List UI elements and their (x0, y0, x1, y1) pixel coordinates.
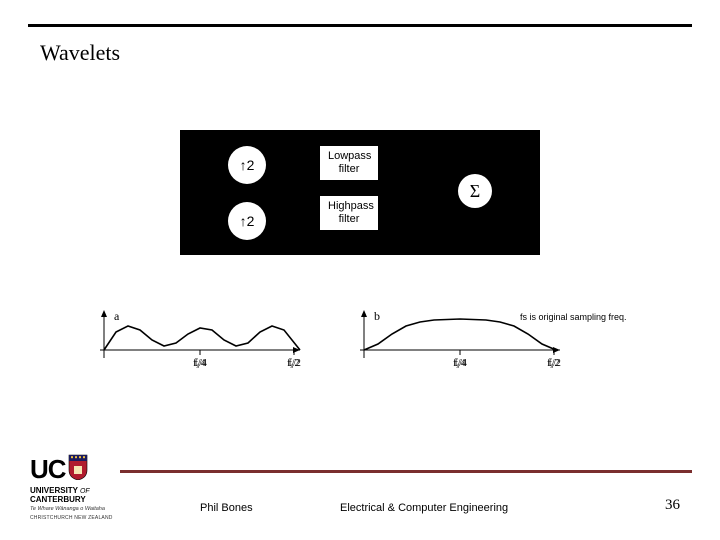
sum-label: Σ (470, 181, 480, 202)
lowpass-filter-box: Lowpass filter (320, 146, 378, 180)
upsample-bottom: ↑2 (228, 202, 266, 240)
svg-text:fs/4: fs/4 (193, 358, 207, 370)
slide-footer: UC UNIVERSITY OF CANTERBURY Te Whare Wān… (0, 470, 720, 540)
upsample-bottom-label: ↑2 (240, 213, 255, 229)
svg-text:fs/2: fs/2 (287, 358, 301, 370)
spectrum-plot-b: f/4f/2bfs/4fs/2 (360, 310, 570, 390)
svg-text:fs/2: fs/2 (547, 358, 561, 370)
uni-sub2: CHRISTCHURCH NEW ZEALAND (30, 515, 113, 521)
upsample-top-label: ↑2 (240, 157, 255, 173)
spectrum-plot-a: f/4f/2afs/4fs/2 (100, 310, 310, 390)
uni-line1a: UNIVERSITY (30, 486, 78, 495)
page-number: 36 (665, 497, 680, 514)
highpass-line1: Highpass (328, 200, 370, 213)
spectra-plots: f/4f/2afs/4fs/2 f/4f/2bfs/4fs/2 fs is or… (100, 310, 630, 410)
lowpass-line2: filter (328, 163, 370, 176)
sampling-note: fs is original sampling freq. (520, 312, 627, 322)
uc-logo-text: UC (30, 454, 66, 485)
svg-text:a: a (114, 310, 120, 323)
uni-sub1: Te Whare Wānanga o Waitaha (30, 506, 105, 512)
top-rule (28, 24, 692, 27)
uni-line2: CANTERBURY (30, 495, 86, 504)
slide-title: Wavelets (40, 40, 120, 66)
lowpass-line1: Lowpass (328, 150, 370, 163)
filter-bank-diagram: ↑2 ↑2 Lowpass filter Highpass filter Σ (180, 130, 540, 255)
upsample-top: ↑2 (228, 146, 266, 184)
svg-text:b: b (374, 310, 380, 323)
sum-node: Σ (458, 174, 492, 208)
highpass-filter-box: Highpass filter (320, 196, 378, 230)
uc-logo: UC UNIVERSITY OF CANTERBURY Te Whare Wān… (30, 454, 140, 522)
footer-rule (120, 470, 692, 473)
highpass-line2: filter (328, 213, 370, 226)
footer-author: Phil Bones (200, 502, 253, 514)
uc-shield-icon (68, 454, 88, 480)
footer-department: Electrical & Computer Engineering (340, 502, 508, 514)
svg-text:fs/4: fs/4 (453, 358, 467, 370)
